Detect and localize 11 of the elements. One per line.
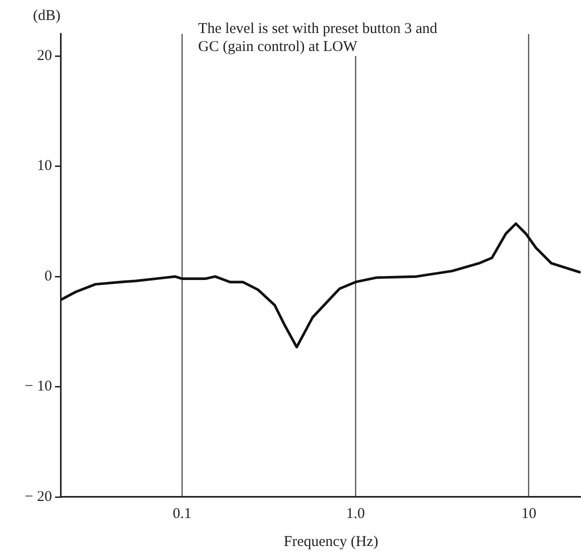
y-tick-label: − 20	[24, 488, 52, 505]
x-tick-label: 0.1	[172, 506, 192, 522]
y-tick-label: 10	[37, 158, 52, 174]
y-tick-label: 0	[44, 268, 52, 284]
y-tick-label: − 10	[24, 378, 52, 395]
y-axis-title: (dB)	[33, 8, 60, 24]
x-tick-label: 1.0	[346, 506, 365, 522]
x-tick-label: 10	[521, 506, 536, 522]
y-tick-label: 20	[37, 48, 52, 64]
annotation: The level is set with preset button 3 and GC (gain control) at LOW	[198, 21, 438, 55]
x-axis-title: Frequency (Hz)	[284, 534, 378, 550]
